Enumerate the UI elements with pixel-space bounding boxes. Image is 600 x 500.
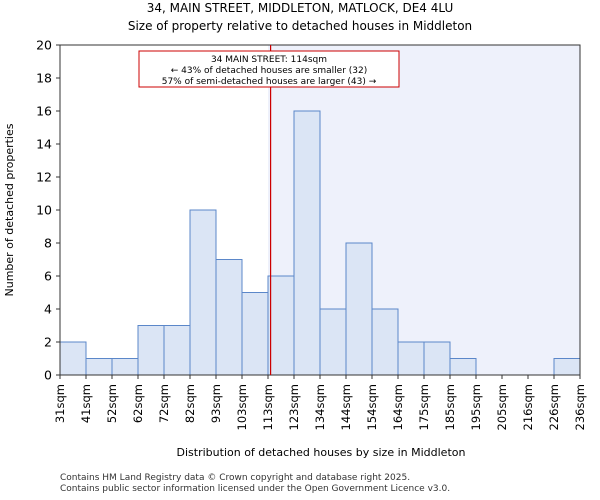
x-tick-label: 185sqm: [443, 384, 457, 430]
x-tick-label: 205sqm: [495, 384, 509, 430]
x-tick-label: 226sqm: [547, 384, 561, 430]
x-tick-label: 93sqm: [209, 384, 223, 423]
y-tick-label: 12: [36, 170, 52, 185]
y-tick-label: 18: [36, 71, 52, 86]
bar-52sqm: [111, 358, 139, 376]
y-tick-label: 0: [44, 368, 52, 383]
x-tick-label: 62sqm: [131, 384, 145, 423]
y-tick-label: 16: [36, 104, 52, 119]
y-tick-label: 8: [44, 236, 52, 251]
y-tick-label: 14: [36, 137, 52, 152]
x-tick-label: 175sqm: [417, 384, 431, 430]
bar-113sqm: [267, 275, 295, 376]
bar-103sqm: [241, 292, 269, 376]
chart-title: 34, MAIN STREET, MIDDLETON, MATLOCK, DE4…: [147, 1, 454, 15]
x-tick-label: 236sqm: [573, 384, 587, 430]
x-tick-label: 216sqm: [521, 384, 535, 430]
x-tick-label: 134sqm: [313, 384, 327, 430]
y-axis: 0 2 4 6 8 10 12 14 16 18 20: [36, 38, 60, 383]
bar-123sqm: [293, 110, 321, 376]
y-tick-label: 10: [36, 203, 52, 218]
annotation-line-1: 34 MAIN STREET: 114sqm: [211, 55, 327, 65]
x-tick-label: 41sqm: [79, 384, 93, 423]
bars-group: [59, 110, 581, 376]
y-tick-label: 4: [44, 302, 52, 317]
x-tick-label: 144sqm: [339, 384, 353, 430]
annotation-line-3: 57% of semi-detached houses are larger (…: [162, 77, 377, 87]
bar-185sqm: [449, 358, 477, 376]
annotation-frame: [138, 50, 400, 88]
bar-62sqm: [137, 325, 165, 376]
bar-175sqm: [423, 341, 451, 376]
bar-41sqm: [85, 358, 113, 376]
x-tick-label: 154sqm: [365, 384, 379, 430]
x-tick-label: 31sqm: [53, 384, 67, 423]
bar-164sqm: [397, 341, 425, 376]
bar-144sqm: [345, 242, 373, 376]
histogram-chart: 34, MAIN STREET, MIDDLETON, MATLOCK, DE4…: [3, 1, 587, 459]
bar-226sqm: [553, 358, 581, 376]
footer-line-1: Contains HM Land Registry data © Crown c…: [60, 473, 411, 483]
x-tick-label: 103sqm: [235, 384, 249, 430]
y-axis-label: Number of detached properties: [3, 123, 16, 296]
bar-154sqm: [371, 308, 399, 376]
x-tick-label: 72sqm: [157, 384, 171, 423]
x-tick-label: 113sqm: [261, 384, 275, 430]
x-axis-label: Distribution of detached houses by size …: [177, 446, 466, 459]
bar-134sqm: [319, 308, 347, 376]
bar-72sqm: [163, 325, 191, 376]
y-tick-label: 2: [44, 335, 52, 350]
annotation-line-2: ← 43% of detached houses are smaller (32…: [171, 66, 368, 76]
x-tick-label: 123sqm: [287, 384, 301, 430]
bar-82sqm: [189, 209, 217, 376]
y-tick-label: 6: [44, 269, 52, 284]
x-tick-label: 195sqm: [469, 384, 483, 430]
x-tick-label: 82sqm: [183, 384, 197, 423]
footer-line-2: Contains public sector information licen…: [60, 484, 451, 494]
annotation-box: 34 MAIN STREET: 114sqm ← 43% of detached…: [138, 50, 400, 88]
bar-31sqm: [59, 341, 87, 376]
x-tick-label: 52sqm: [105, 384, 119, 423]
bar-93sqm: [215, 259, 243, 376]
x-axis: 31sqm 41sqm 52sqm 62sqm 72sqm 82sqm 93sqm 103sq…: [53, 375, 587, 430]
x-tick-label: 164sqm: [391, 384, 405, 430]
y-tick-label: 20: [36, 38, 52, 53]
chart-subtitle: Size of property relative to detached ho…: [128, 19, 472, 33]
